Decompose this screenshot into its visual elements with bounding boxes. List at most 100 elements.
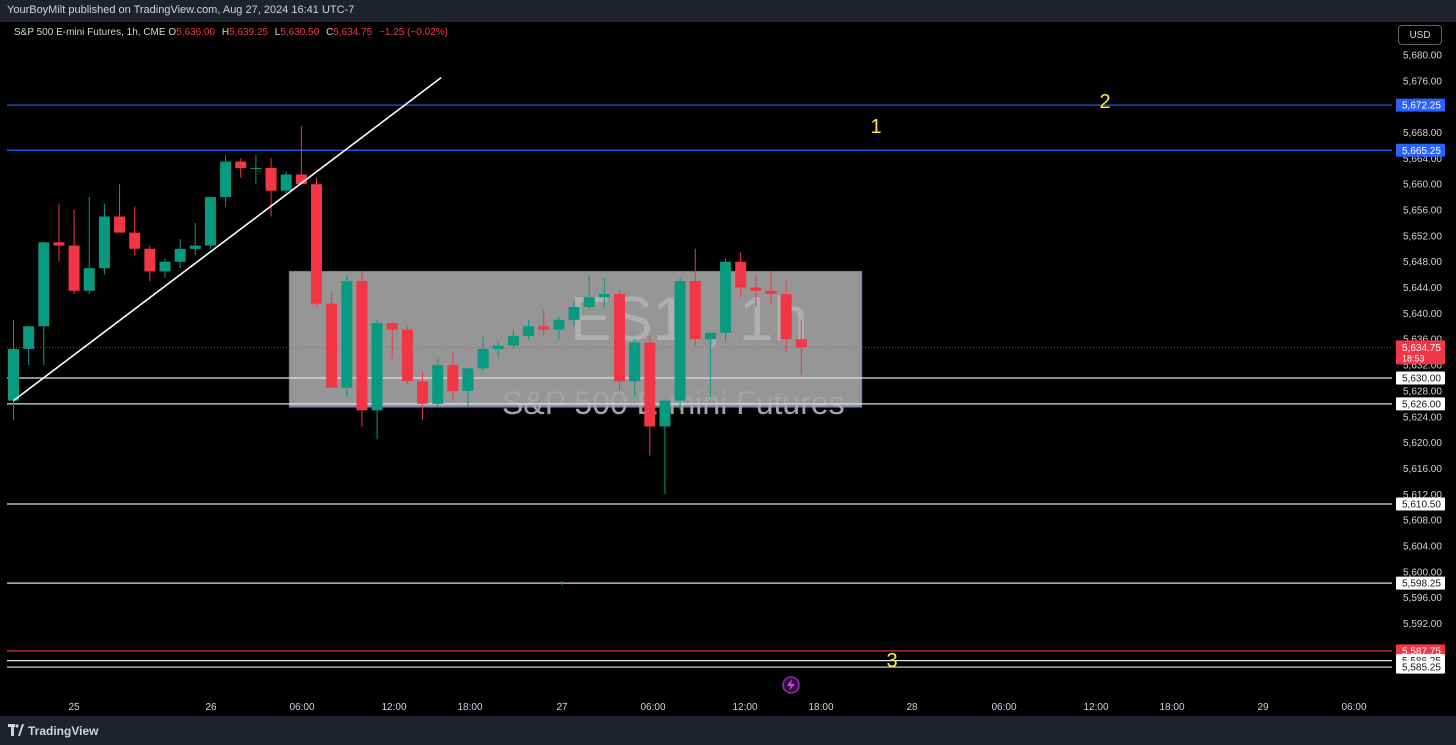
x-tick-label: 18:00 <box>457 702 482 713</box>
candle <box>159 258 171 278</box>
candle <box>417 371 429 420</box>
candle-body <box>447 365 459 391</box>
candle-body <box>341 281 353 388</box>
level-price-label: 5,665.25 <box>1402 146 1441 157</box>
candle <box>644 336 656 456</box>
candle <box>129 206 141 256</box>
y-tick-label: 5,616.00 <box>1403 464 1442 475</box>
candle-body <box>23 326 35 349</box>
candle-body <box>53 242 65 246</box>
level-price-tag <box>1396 98 1445 112</box>
candle-body <box>295 174 307 185</box>
candle <box>614 290 625 391</box>
currency-button[interactable]: USD <box>1398 25 1442 45</box>
candle-body <box>462 368 474 391</box>
candle-body <box>614 294 625 382</box>
candle <box>326 290 338 388</box>
candle-body <box>538 326 550 330</box>
candle <box>583 274 595 311</box>
candle <box>371 319 383 440</box>
candle-body <box>174 248 186 262</box>
legend-close: 5,634.75 <box>333 27 373 38</box>
candle-body <box>477 348 489 369</box>
level-price-tag <box>1396 397 1445 411</box>
candle <box>189 222 201 256</box>
candle <box>523 319 535 340</box>
candle <box>250 155 262 185</box>
candle-body <box>417 381 429 404</box>
legend-low: 5,630.50 <box>280 27 320 38</box>
brand-name: TradingView <box>28 724 99 738</box>
y-tick-label: 5,636.00 <box>1403 335 1442 346</box>
candle <box>432 358 444 408</box>
candle-body <box>583 297 595 307</box>
candle-body <box>159 261 171 272</box>
candle-body <box>280 174 292 191</box>
candle <box>8 319 19 420</box>
x-tick-label: 26 <box>205 702 217 713</box>
candle-body <box>8 348 19 401</box>
annotation-number: 1 <box>870 116 881 138</box>
candle <box>750 274 762 307</box>
event-flash-icon <box>782 676 800 694</box>
candle-body <box>704 332 716 340</box>
y-tick-label: 5,660.00 <box>1403 180 1442 191</box>
candle-body <box>598 294 610 298</box>
candle <box>144 245 156 282</box>
publisher-bar: YourBoyMilt published on TradingView.com… <box>0 0 1456 22</box>
candle <box>341 274 353 398</box>
candle-body <box>326 303 338 388</box>
level-price-label: 5,587.75 <box>1402 646 1441 657</box>
x-tick-label: 06:00 <box>991 702 1016 713</box>
candle <box>311 177 322 307</box>
level-price-tag <box>1396 497 1445 511</box>
x-tick-label: 06:00 <box>1341 702 1366 713</box>
candle-body <box>523 326 535 337</box>
y-tick-label: 5,608.00 <box>1403 516 1442 527</box>
level-price-label: 5,585.25 <box>1402 663 1441 674</box>
candle <box>356 271 368 427</box>
candle-body <box>795 339 807 348</box>
candle-body <box>83 268 95 291</box>
candle <box>720 258 732 343</box>
candle-body <box>204 197 216 246</box>
y-tick-label: 5,644.00 <box>1403 283 1442 294</box>
marker-dot <box>560 581 564 585</box>
trendline <box>13 76 442 402</box>
candle-body <box>780 294 792 340</box>
candle-body <box>38 242 50 327</box>
candle-body <box>765 290 777 295</box>
candle-body <box>659 400 671 427</box>
candle-body <box>401 329 413 382</box>
level-price-label: 5,672.25 <box>1402 101 1441 112</box>
symbol-legend: S&P 500 E-mini Futures, 1h, CME O5,636.0… <box>14 27 452 38</box>
candle-body <box>220 161 232 198</box>
x-tick-label: 25 <box>68 702 80 713</box>
candle <box>98 203 110 275</box>
level-price-tag <box>1396 660 1445 674</box>
candle <box>280 171 292 194</box>
last-price-tag <box>1396 340 1445 365</box>
candle <box>689 248 701 346</box>
annotation-number: 3 <box>886 650 897 672</box>
legend-open: 5,636.00 <box>176 27 216 38</box>
candle-body <box>98 216 110 269</box>
y-tick-label: 5,648.00 <box>1403 257 1442 268</box>
candle-body <box>311 184 322 304</box>
y-tick-label: 5,628.00 <box>1403 386 1442 397</box>
candle-body <box>750 287 762 291</box>
y-tick-label: 5,624.00 <box>1403 412 1442 423</box>
y-tick-label: 5,676.00 <box>1403 76 1442 87</box>
y-tick-label: 5,620.00 <box>1403 438 1442 449</box>
candle-body <box>114 216 126 233</box>
candle <box>538 310 550 337</box>
candle <box>83 197 95 295</box>
level-price-tag <box>1396 143 1445 157</box>
countdown-label: 18:53 <box>1402 353 1425 363</box>
candle-body <box>432 365 444 404</box>
legend-symbol: S&P 500 E-mini Futures, 1h, CME <box>14 27 166 38</box>
legend-high: 5,639.25 <box>229 27 268 38</box>
x-tick-label: 12:00 <box>1083 702 1108 713</box>
candle <box>401 326 413 385</box>
